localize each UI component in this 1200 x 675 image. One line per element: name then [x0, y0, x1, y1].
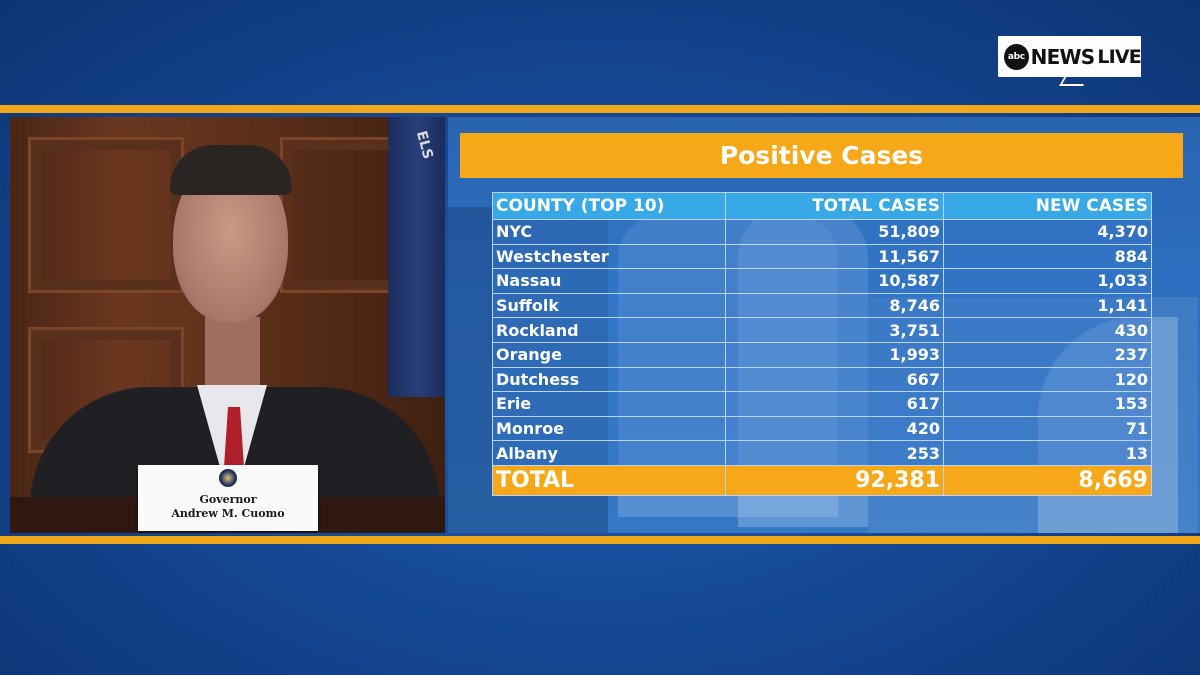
speaker-hair — [170, 145, 292, 195]
total-cases-cell: 8,746 — [725, 292, 944, 319]
new-cases-cell: 4,370 — [943, 219, 1152, 245]
county-cell: Dutchess — [492, 366, 726, 393]
table-row: Monroe 420 71 — [492, 415, 1152, 442]
total-row: TOTAL 92,381 8,669 — [492, 464, 1152, 496]
state-seal-icon — [219, 469, 237, 487]
new-cases-cell: 1,033 — [943, 268, 1152, 294]
abc-news-live-logo: abc NEWS LIVE — [998, 36, 1142, 86]
county-cell: Suffolk — [492, 292, 726, 319]
new-cases-cell: 430 — [943, 317, 1152, 343]
header-county: COUNTY (TOP 10) — [492, 192, 726, 220]
graphic-title: Positive Cases — [719, 141, 924, 170]
wood-panel — [28, 137, 184, 293]
table-header-row: COUNTY (TOP 10) TOTAL CASES NEW CASES — [492, 192, 1152, 220]
total-cases-cell: 253 — [725, 440, 944, 466]
total-cases-cell: 10,587 — [725, 268, 944, 294]
logo-tail-decoration — [1059, 76, 1089, 86]
table-row: Westchester 11,567 884 — [492, 243, 1152, 270]
header-new-cases: NEW CASES — [943, 192, 1152, 220]
county-cell: Orange — [492, 341, 726, 368]
nameplate-name: Andrew M. Cuomo — [171, 507, 285, 520]
abc-logo-mark: abc — [1004, 43, 1029, 70]
logo-live-text: LIVE — [1097, 45, 1141, 68]
top-gold-stripe — [0, 105, 1200, 113]
total-cases-cell: 420 — [725, 415, 944, 442]
county-cell: Albany — [492, 440, 726, 466]
county-cell: Rockland — [492, 317, 726, 343]
table-row: Suffolk 8,746 1,141 — [492, 292, 1152, 319]
state-flag — [388, 117, 445, 397]
nameplate: Governor Andrew M. Cuomo — [138, 465, 318, 531]
new-cases-cell: 237 — [943, 341, 1152, 368]
total-cases-cell: 617 — [725, 391, 944, 417]
speaker-neck — [205, 317, 260, 387]
header-total-cases: TOTAL CASES — [725, 192, 944, 220]
total-label: TOTAL — [492, 464, 726, 496]
county-cell: Erie — [492, 391, 726, 417]
new-cases-cell: 71 — [943, 415, 1152, 442]
total-cases-cell: 1,993 — [725, 341, 944, 368]
nameplate-title: Governor — [199, 493, 257, 506]
total-cases-cell: 11,567 — [725, 243, 944, 270]
table-row: Albany 253 13 — [492, 440, 1152, 466]
county-cell: Westchester — [492, 243, 726, 270]
table-row: Erie 617 153 — [492, 391, 1152, 417]
bottom-gold-stripe — [0, 536, 1200, 544]
total-cases-cell: 3,751 — [725, 317, 944, 343]
logo-news-text: NEWS — [1030, 44, 1095, 69]
total-cases-cell: 51,809 — [725, 219, 944, 245]
table-row: Orange 1,993 237 — [492, 341, 1152, 368]
wood-panel — [280, 137, 401, 293]
table-row: NYC 51,809 4,370 — [492, 219, 1152, 245]
graphic-title-bar: Positive Cases — [460, 133, 1183, 178]
new-cases-cell: 884 — [943, 243, 1152, 270]
table-row: Rockland 3,751 430 — [492, 317, 1152, 343]
county-cell: NYC — [492, 219, 726, 245]
new-cases-cell: 153 — [943, 391, 1152, 417]
total-cases-cell: 667 — [725, 366, 944, 393]
new-cases-cell: 13 — [943, 440, 1152, 466]
total-cases-value: 92,381 — [725, 464, 944, 496]
county-cell: Nassau — [492, 268, 726, 294]
total-new-cases-value: 8,669 — [943, 464, 1152, 496]
county-cell: Monroe — [492, 415, 726, 442]
new-cases-cell: 120 — [943, 366, 1152, 393]
positive-cases-table: COUNTY (TOP 10) TOTAL CASES NEW CASES NY… — [492, 192, 1152, 496]
speaker-video-panel: ELS Governor Andrew M. Cuomo — [10, 117, 445, 533]
table-row: Nassau 10,587 1,033 — [492, 268, 1152, 294]
table-row: Dutchess 667 120 — [492, 366, 1152, 393]
new-cases-cell: 1,141 — [943, 292, 1152, 319]
